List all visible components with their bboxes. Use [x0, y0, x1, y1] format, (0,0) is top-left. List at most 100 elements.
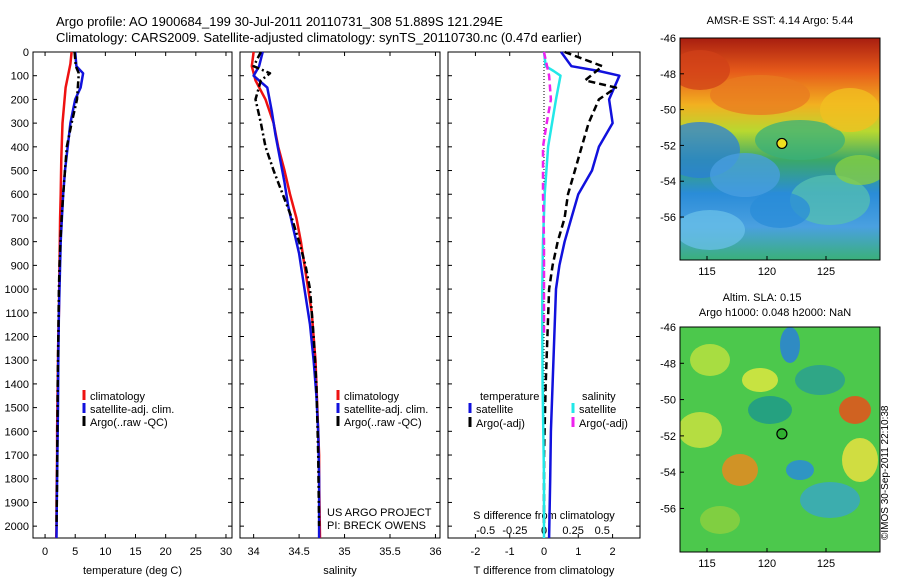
- legend-label: satellite-adj. clim.: [344, 404, 428, 416]
- x-tick-label: 34: [248, 546, 260, 558]
- series-line-temperature-satellite: [547, 51, 621, 539]
- sla-patch: [748, 396, 792, 424]
- lon-tick-label: 115: [698, 266, 716, 278]
- legend-label: satellite: [476, 404, 513, 416]
- y-tick-label: 700: [11, 213, 29, 225]
- y-tick-label: 1700: [5, 450, 29, 462]
- argo-float-marker: [776, 137, 788, 150]
- lat-tick-label: -48: [660, 69, 676, 81]
- y-tick-label: 1000: [5, 284, 29, 296]
- top-tick-label: -0.5: [476, 525, 495, 537]
- x-tick-label: 34.5: [288, 546, 309, 558]
- x-tick-label: 30: [220, 546, 232, 558]
- legend-label: Argo(..raw -QC): [90, 417, 168, 429]
- y-tick-label: 300: [11, 118, 29, 130]
- lon-tick-label: 120: [758, 266, 776, 278]
- lat-tick-label: -54: [660, 467, 676, 479]
- x-tick-label: 20: [160, 546, 172, 558]
- y-tick-label: 1600: [5, 426, 29, 438]
- plot-frame: [32, 51, 233, 539]
- y-tick-label: 1200: [5, 331, 29, 343]
- y-tick-label: 900: [11, 260, 29, 272]
- x-axis-label: salinity: [323, 565, 357, 577]
- legend-label: Argo(..raw -QC): [344, 417, 422, 429]
- sst-patch: [755, 120, 845, 160]
- lat-tick-label: -56: [660, 212, 676, 224]
- sla-patch: [742, 368, 778, 392]
- top-tick-label: 0.5: [595, 525, 610, 537]
- lat-tick-label: -50: [660, 105, 676, 117]
- series-line-temperature-argo-adj-: [542, 50, 618, 538]
- map-frame: [679, 326, 881, 553]
- sst-patch: [710, 75, 810, 115]
- legend-label: climatology: [344, 391, 400, 403]
- argo-float-marker: [776, 428, 788, 440]
- lat-tick-label: -56: [660, 503, 676, 515]
- x-tick-label: -2: [471, 546, 481, 558]
- sla-map-title-1: Altim. SLA: 0.15: [723, 292, 802, 304]
- sla-patch: [680, 412, 722, 448]
- lat-tick-label: -46: [660, 322, 676, 334]
- legend-header: temperature: [480, 391, 539, 403]
- sla-map-title-2: Argo h1000: 0.048 h2000: NaN: [699, 307, 851, 319]
- series-line-salinity-argo-adj-: [541, 51, 553, 337]
- sla-patch: [795, 365, 845, 395]
- sla-patch: [842, 438, 878, 482]
- x-axis-label: T difference from climatology: [474, 565, 615, 577]
- y-tick-label: 1300: [5, 355, 29, 367]
- legend-label: satellite-adj. clim.: [90, 404, 174, 416]
- sst-map-title: AMSR-E SST: 4.14 Argo: 5.44: [707, 15, 854, 27]
- y-tick-label: 200: [11, 94, 29, 106]
- sst-patch: [820, 88, 880, 132]
- y-tick-label: 1800: [5, 474, 29, 486]
- sst-patch: [680, 210, 745, 250]
- lat-tick-label: -46: [660, 33, 676, 45]
- y-tick-label: 400: [11, 142, 29, 154]
- legend-label: Argo(-adj): [579, 418, 628, 430]
- series-line-argo-raw-qc-: [252, 51, 321, 527]
- sst-patch: [835, 155, 880, 185]
- lat-tick-label: -54: [660, 176, 676, 188]
- y-tick-label: 1500: [5, 403, 29, 415]
- lon-tick-label: 120: [758, 558, 776, 570]
- x-tick-label: -1: [505, 546, 515, 558]
- sla-patch: [700, 506, 740, 534]
- legend-label: Argo(-adj): [476, 418, 525, 430]
- lon-tick-label: 115: [698, 558, 716, 570]
- x-tick-label: 5: [72, 546, 78, 558]
- legend-label: satellite: [579, 404, 616, 416]
- annotation-text: PI: BRECK OWENS: [327, 520, 426, 532]
- x-tick-label: 10: [99, 546, 111, 558]
- map-frame: [679, 37, 881, 261]
- y-tick-label: 600: [11, 189, 29, 201]
- y-tick-label: 100: [11, 71, 29, 83]
- sla-patch: [690, 344, 730, 376]
- sst-patch: [710, 153, 780, 197]
- sst-patch: [680, 50, 730, 90]
- y-tick-label: 500: [11, 166, 29, 178]
- sst-patch: [790, 175, 870, 225]
- sla-map: -46 -48 -50 -52 -54 -56 115 120 125: [660, 322, 881, 570]
- x-tick-label: 0: [42, 546, 48, 558]
- lat-tick-label: -52: [660, 431, 676, 443]
- panel-2: 34 34.5 35 35.5 36 salinity climatologysatelli…: [239, 51, 442, 577]
- timestamp-stamp: ©IMOS 30-Sep-2011 22:10:38: [880, 405, 891, 541]
- lat-tick-label: -48: [660, 358, 676, 370]
- lon-tick-label: 125: [817, 558, 835, 570]
- y-tick-label: 1100: [5, 308, 29, 320]
- lon-tick-label: 125: [817, 266, 835, 278]
- top-tick-label: 0.25: [562, 525, 583, 537]
- legend-header: salinity: [582, 391, 616, 403]
- x-tick-label: 15: [129, 546, 141, 558]
- annotation-text: US ARGO PROJECT: [327, 507, 432, 519]
- sla-patch: [780, 327, 800, 363]
- x-tick-label: 36: [429, 546, 441, 558]
- sla-patch: [786, 460, 814, 480]
- title-line-1: Argo profile: AO 1900684_199 30-Jul-2011…: [56, 14, 503, 29]
- lat-tick-label: -52: [660, 140, 676, 152]
- sla-patch: [839, 396, 871, 424]
- x-tick-label: 2: [610, 546, 616, 558]
- y-tick-label: 1400: [5, 379, 29, 391]
- x-tick-label: 0: [541, 546, 547, 558]
- sla-patch: [722, 454, 758, 486]
